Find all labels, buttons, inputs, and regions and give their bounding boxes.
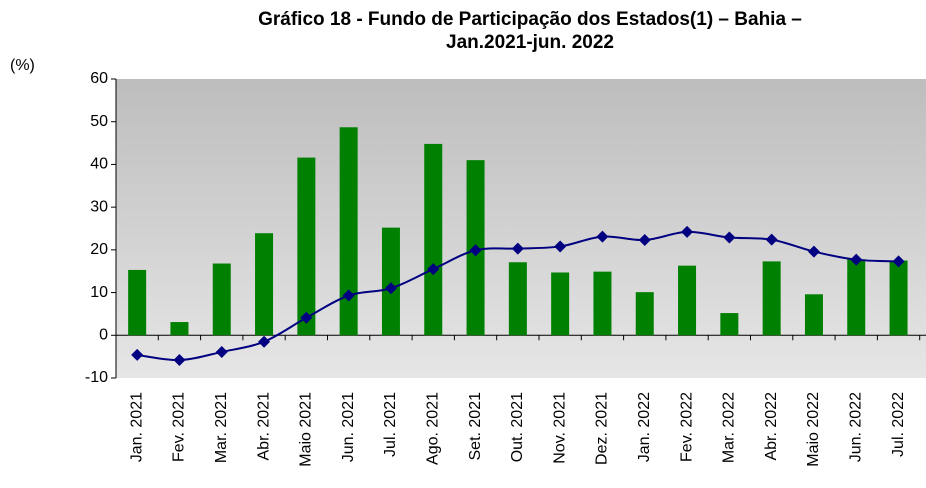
point	[384, 282, 397, 295]
bar	[889, 260, 908, 336]
bar	[804, 294, 823, 336]
bar	[847, 259, 866, 336]
x-tick-label: Jan. 2022	[636, 392, 653, 462]
point	[427, 263, 440, 276]
x-tick-label: Abr. 2022	[763, 392, 780, 461]
x-tick-label: Maio 2022	[805, 392, 822, 467]
y-tick-label: 20	[90, 241, 108, 258]
y-axis-label: (%)	[10, 57, 35, 74]
point	[807, 245, 820, 258]
bar	[381, 227, 400, 336]
bar	[128, 269, 147, 336]
chart-title: Jan.2021-jun. 2022	[446, 32, 614, 53]
bar	[255, 233, 274, 336]
bar	[508, 262, 527, 336]
x-tick-label: Jul. 2022	[890, 392, 907, 457]
x-tick-label: Abr. 2021	[255, 392, 272, 461]
bar	[678, 265, 697, 336]
point	[300, 311, 313, 324]
x-tick-label: Jul. 2021	[382, 392, 399, 457]
point	[215, 345, 228, 358]
x-tick-label: Out. 2021	[509, 392, 526, 462]
point	[342, 289, 355, 302]
y-tick-label: 60	[90, 70, 108, 87]
point	[173, 354, 186, 367]
point	[850, 253, 863, 266]
point	[469, 244, 482, 257]
point	[723, 231, 736, 244]
x-tick-label: Set. 2021	[467, 392, 484, 461]
point	[131, 348, 144, 361]
y-tick-label: 30	[90, 198, 108, 215]
point	[596, 230, 609, 243]
y-tick-label: 10	[90, 284, 108, 301]
y-tick-label: -10	[85, 369, 108, 386]
y-tick-label: 40	[90, 156, 108, 173]
x-tick-label: Jun. 2021	[340, 392, 357, 462]
chart-title: Gráfico 18 - Fundo de Participação dos E…	[258, 9, 802, 30]
y-tick-label: 0	[99, 327, 108, 344]
point	[638, 234, 651, 247]
x-tick-label: Ago. 2021	[424, 392, 441, 465]
point	[765, 233, 778, 246]
bar	[424, 143, 443, 336]
bar	[212, 263, 231, 336]
x-tick-label: Mar. 2021	[213, 392, 230, 463]
point	[511, 242, 524, 255]
x-tick-label: Nov. 2021	[551, 392, 568, 464]
x-tick-label: Mar. 2022	[721, 392, 738, 463]
bar	[762, 261, 781, 336]
bar	[551, 272, 570, 336]
x-tick-label: Maio 2021	[298, 392, 315, 467]
x-tick-label: Jun. 2022	[847, 392, 864, 462]
point	[892, 255, 905, 268]
y-tick-label: 50	[90, 113, 108, 130]
x-tick-label: Fev. 2021	[171, 392, 188, 462]
x-tick-label: Dez. 2021	[594, 392, 611, 465]
bar	[593, 271, 612, 336]
point	[681, 225, 694, 238]
bar	[635, 292, 654, 336]
x-tick-label: Fev. 2022	[678, 392, 695, 462]
point	[258, 335, 271, 348]
x-tick-label: Jan. 2021	[128, 392, 145, 462]
bar	[297, 157, 316, 336]
point	[554, 240, 567, 253]
bar	[720, 313, 739, 336]
bar	[170, 322, 189, 336]
bar	[339, 127, 358, 336]
